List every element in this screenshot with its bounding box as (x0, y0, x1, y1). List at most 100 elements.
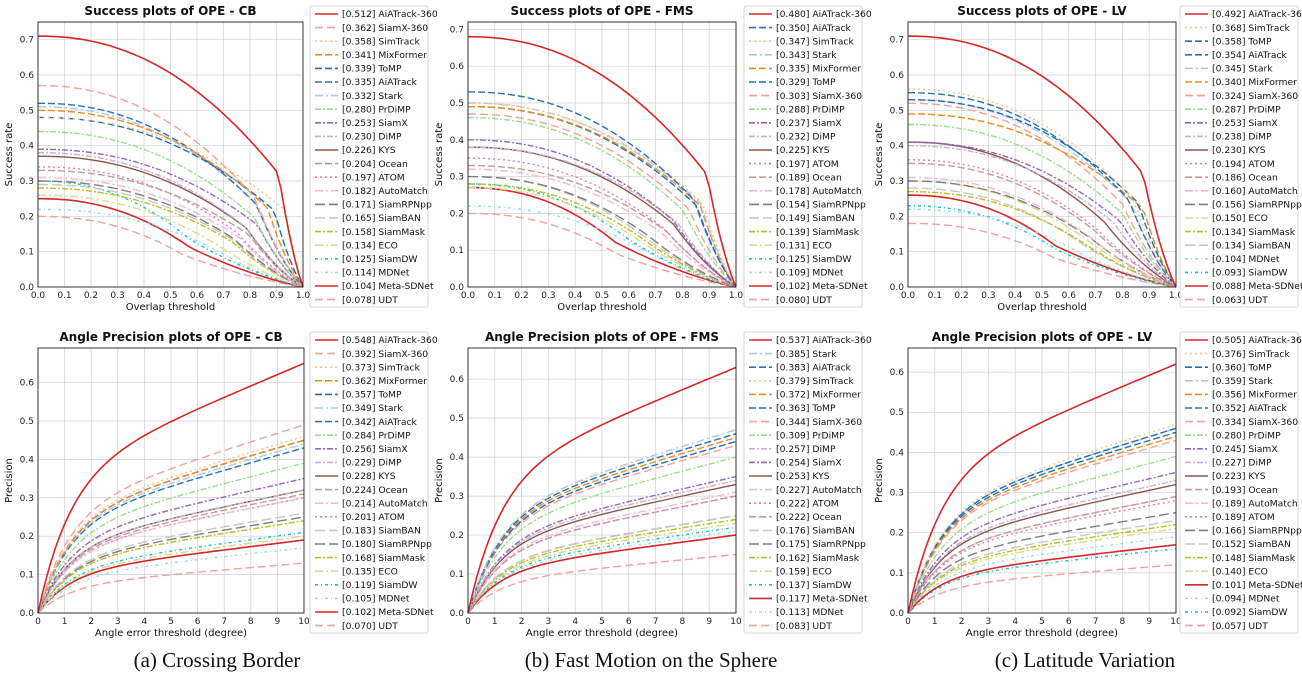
legend-entry: [0.149] SiamBAN (776, 213, 855, 224)
x-tick-label: 0.8 (243, 291, 258, 301)
legend-entry: [0.324] SiamX-360 (1212, 91, 1298, 102)
x-tick-label: 10 (730, 617, 742, 627)
y-tick-label: 0.6 (450, 375, 465, 385)
legend-entry: [0.197] ATOM (776, 159, 839, 170)
legend-entry: [0.152] SiamBAN (1212, 539, 1291, 550)
y-tick-label: 0.1 (890, 569, 904, 579)
series-line-meta-sdnet (37, 539, 305, 614)
legend-entry: [0.166] SiamRPNpp (1212, 526, 1302, 537)
x-tick-label: 0.1 (57, 291, 71, 301)
legend-entry: [0.537] AiATrack-360 (776, 335, 872, 346)
x-tick-label: 3 (986, 617, 992, 627)
x-axis-label: Overlap threshold (997, 302, 1087, 313)
legend-box (309, 331, 429, 634)
series-line-siamx (467, 475, 737, 614)
series-line-siamx-360 (907, 439, 1177, 614)
legend-entry: [0.114] MDNet (342, 268, 410, 279)
legend: [0.492] AiATrack-360 [0.368] SimTrack [0.3… (1179, 5, 1302, 308)
y-tick-label: 0.7 (450, 25, 464, 35)
legend-entry: [0.125] SiamDW (342, 254, 418, 265)
legend-entry: [0.223] KYS (1212, 471, 1266, 482)
series-line-stark (468, 102, 737, 288)
x-tick-label: 0.2 (954, 291, 968, 301)
legend-entry: [0.070] UDT (342, 621, 398, 632)
legend-entry: [0.309] PrDiMP (776, 430, 845, 441)
legend-entry: [0.139] SiamMask (776, 227, 860, 238)
y-tick-label: 0.4 (890, 448, 905, 458)
legend-entry: [0.362] MixFormer (342, 376, 427, 387)
chart-title: Success plots of OPE - LV (957, 4, 1127, 18)
legend-entry: [0.197] ATOM (342, 172, 405, 183)
legend-entry: [0.092] SiamDW (1212, 607, 1288, 618)
legend-entry: [0.204] Ocean (342, 159, 408, 170)
x-tick-label: 0.5 (595, 291, 609, 301)
series-line-siamdw (907, 205, 1177, 288)
x-tick-label: 6 (195, 617, 201, 627)
series-line-siamban (37, 512, 305, 614)
plot-area (907, 363, 1177, 614)
legend-entry: [0.135] ECO (342, 566, 398, 577)
legend-entry: [0.168] SiamMask (342, 553, 426, 564)
axes-frame (37, 347, 305, 614)
legend-entry: [0.256] SiamX (342, 444, 408, 455)
series-line-mixformer (467, 436, 737, 614)
legend-entry: [0.341] MixFormer (342, 50, 427, 61)
x-tick-label: 7 (1093, 617, 1099, 627)
y-axis-label: Precision (874, 458, 885, 503)
series-line-siamx-360 (468, 113, 737, 288)
legend-entry: [0.225] KYS (776, 145, 830, 156)
series-line-kys (907, 483, 1177, 614)
legend-entry: [0.253] KYS (776, 471, 830, 482)
legend-entry: [0.253] SiamX (342, 118, 408, 129)
chart-title: Success plots of OPE - FMS (511, 4, 694, 18)
y-tick-label: 0.0 (450, 609, 465, 619)
chart-title: Angle Precision plots of OPE - FMS (485, 330, 719, 344)
series-line-atom (908, 159, 1177, 288)
legend-entry: [0.214] AutoMatch (342, 498, 428, 509)
series-line-atom (468, 157, 737, 288)
plot-area (467, 35, 737, 288)
y-tick-label: 0.2 (890, 212, 904, 222)
legend-entry: [0.357] ToMP (342, 390, 402, 401)
x-tick-label: 0.7 (1088, 291, 1102, 301)
legend-entry: [0.189] AutoMatch (1212, 498, 1298, 509)
legend-entry: [0.102] Meta-SDNet (342, 607, 434, 618)
plot-area (467, 366, 737, 614)
chart-precision-lv: Angle Precision plots of OPE - LV 0 1 2 3 4 5 6… (874, 330, 1302, 639)
series-line-aiatrack-360 (907, 363, 1177, 614)
legend-entry: [0.512] AiATrack-360 (342, 9, 438, 20)
x-tick-label: 0.7 (648, 291, 662, 301)
x-tick-label: 9 (275, 617, 281, 627)
x-tick-label: 0 (465, 617, 471, 627)
legend-entry: [0.354] AiATrack (1212, 50, 1288, 61)
legend-entry: [0.335] AiATrack (342, 77, 418, 88)
legend-entry: [0.057] UDT (1212, 621, 1268, 632)
chart-success-fms: Success plots of OPE - FMS 0.0 0.1 0.2 0.3 0.… (434, 4, 872, 313)
y-tick-label: 0.5 (20, 417, 34, 427)
series-line-udt (468, 212, 737, 288)
legend-entry: [0.230] DiMP (342, 132, 402, 143)
legend-entry: [0.101] Meta-SDNet (1212, 580, 1302, 591)
series-line-siammask (37, 520, 305, 614)
series-line-aiatrack-360 (907, 35, 1177, 288)
series-line-siamx-360 (467, 444, 737, 614)
x-tick-label: 6 (1066, 617, 1072, 627)
legend-entry: [0.093] SiamDW (1212, 268, 1288, 279)
legend-box (743, 331, 863, 634)
series-line-eco (468, 186, 737, 288)
series-line-mixformer (38, 109, 304, 288)
series-line-prdimp (38, 130, 304, 288)
x-tick-label: 0.8 (1115, 291, 1130, 301)
x-axis-label: Angle error threshold (degree) (95, 628, 247, 639)
series-line-siamrpnpp (38, 180, 304, 288)
chart-title: Success plots of OPE - CB (84, 4, 256, 18)
legend-entry: [0.335] MixFormer (776, 64, 861, 75)
y-tick-label: 0.3 (20, 494, 34, 504)
x-tick-label: 0.6 (190, 291, 205, 301)
y-tick-label: 0.7 (890, 36, 904, 46)
x-tick-label: 0 (35, 617, 41, 627)
series-line-dimp (907, 479, 1177, 614)
y-tick-label: 0.0 (890, 609, 905, 619)
axes-frame (467, 21, 737, 288)
legend-entry: [0.383] AiATrack (776, 362, 852, 373)
